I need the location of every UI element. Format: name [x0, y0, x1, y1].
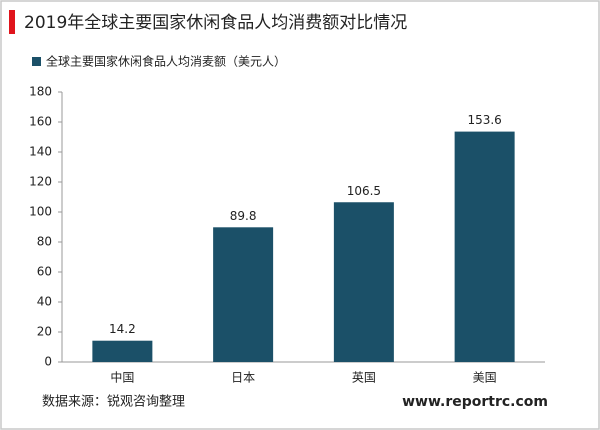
y-tick-label: 20: [37, 325, 52, 339]
data-label: 89.8: [230, 209, 257, 223]
y-tick-label: 160: [29, 115, 52, 129]
legend-swatch: [32, 57, 41, 66]
x-tick-label: 英国: [352, 371, 376, 385]
watermark: www.reportrc.com: [402, 394, 548, 410]
data-label: 153.6: [467, 113, 501, 127]
source-note: 数据来源：锐观咨询整理: [42, 395, 185, 410]
y-tick-label: 80: [37, 235, 52, 249]
title-accent: [9, 10, 15, 34]
y-tick-label: 40: [37, 295, 52, 309]
data-label: 106.5: [347, 184, 381, 198]
y-tick-label: 140: [29, 145, 52, 159]
data-label: 14.2: [109, 322, 136, 336]
bar: [213, 227, 274, 362]
y-tick-label: 0: [44, 355, 52, 369]
legend-label: 全球主要国家休闲食品人均消麦额（美元人）: [46, 54, 286, 69]
y-tick-label: 60: [37, 265, 52, 279]
chart-title: 2019年全球主要国家休闲食品人均消费额对比情况: [24, 13, 407, 33]
x-tick-label: 美国: [473, 371, 497, 385]
x-tick-label: 日本: [231, 371, 255, 385]
bar: [333, 202, 394, 362]
x-tick-label: 中国: [110, 370, 134, 385]
y-tick-label: 120: [29, 175, 52, 189]
bar: [92, 340, 153, 362]
bar: [454, 131, 515, 362]
y-tick-label: 180: [29, 85, 52, 99]
y-tick-label: 100: [29, 205, 52, 219]
